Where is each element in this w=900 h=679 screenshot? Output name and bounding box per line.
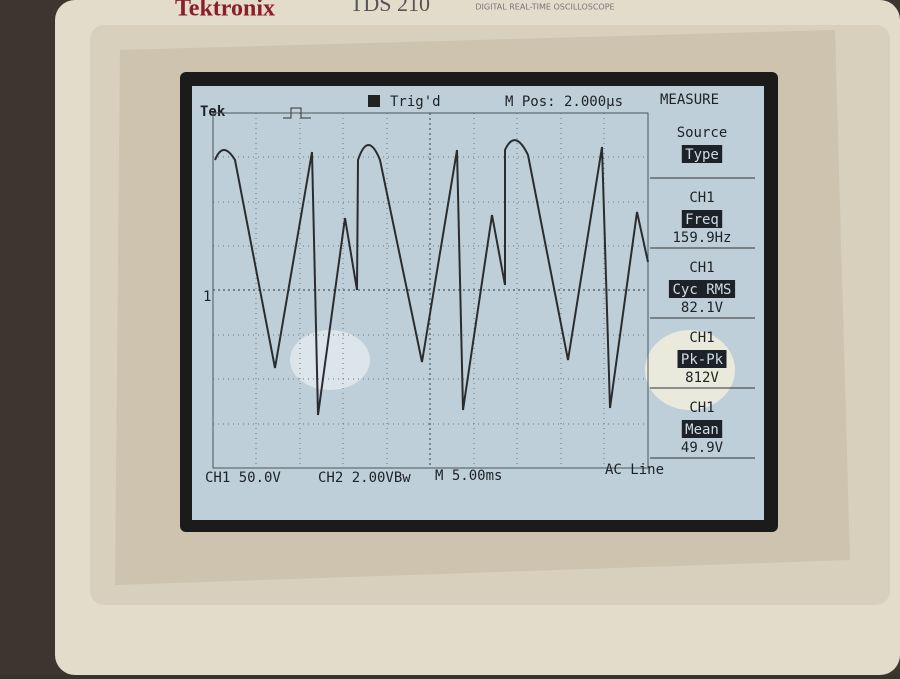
menu-value-box — [668, 280, 736, 298]
logo: Tek — [200, 104, 226, 120]
menu-reading: 159.9Hz — [672, 230, 731, 246]
menu-value: Mean — [685, 422, 719, 438]
menu-label: CH1 — [689, 400, 714, 416]
ch1-marker: 1 — [203, 289, 211, 305]
menu-value: Type — [685, 147, 719, 163]
graticule — [213, 113, 648, 468]
glare — [290, 330, 370, 390]
waveform — [214, 139, 649, 416]
menu-title: MEASURE — [660, 92, 719, 108]
menu-label: CH1 — [689, 260, 714, 276]
menu-label: CH1 — [689, 330, 714, 346]
menu-value: Pk-Pk — [681, 352, 724, 368]
menu-value-box — [681, 210, 723, 228]
ch1-scale: CH1 50.0V — [205, 470, 281, 486]
trigger-status: Trig'd — [390, 94, 441, 110]
menu-reading: 812V — [685, 370, 719, 386]
axes — [213, 113, 648, 468]
menu-label: CH1 — [689, 190, 714, 206]
menu-value-box — [681, 145, 723, 163]
brand: Tektronix — [175, 0, 275, 22]
trigger-icon — [283, 107, 311, 119]
trigger-source: AC Line — [605, 462, 664, 478]
graticule-border — [212, 112, 649, 469]
menu-value: Freq — [685, 212, 719, 228]
position: M Pos: 2.000µs — [505, 94, 623, 110]
menu-value: Cyc RMS — [672, 282, 731, 298]
trig-box — [368, 95, 380, 107]
timebase: M 5.00ms — [435, 468, 502, 484]
menu-panel — [650, 177, 755, 459]
menu-reading: 82.1V — [681, 300, 724, 316]
subtitle: DIGITAL REAL-TIME OSCILLOSCOPE — [475, 3, 614, 12]
menu-value-box — [677, 350, 727, 368]
menu-label: Source — [677, 125, 728, 141]
model: TDS 210 — [350, 0, 430, 16]
menu-value-box — [681, 420, 723, 438]
ch2-scale: CH2 2.00VBw — [318, 470, 411, 486]
menu-reading: 49.9V — [681, 440, 724, 456]
